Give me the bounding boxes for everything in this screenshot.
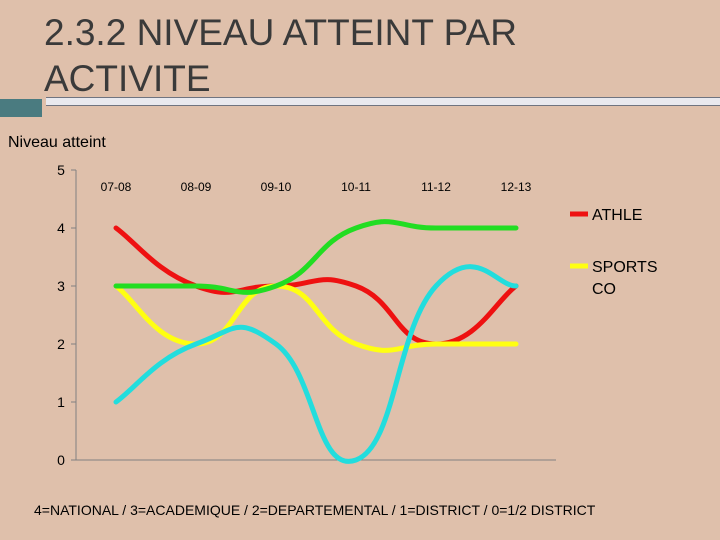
legend-label-sports-co: SPORTS [592, 259, 658, 276]
x-category-label: 08-09 [181, 180, 212, 194]
x-category-label: 09-10 [261, 180, 292, 194]
y-tick-label: 0 [57, 452, 65, 468]
chart-title: Niveau atteint [8, 134, 106, 151]
x-category-label: 12-13 [501, 180, 532, 194]
y-tick-label: 5 [57, 162, 65, 178]
x-category-label: 10-11 [341, 180, 371, 194]
series-line-3 [113, 219, 519, 295]
title-divider [46, 97, 720, 106]
title-accent-block [0, 99, 42, 117]
y-tick-label: 1 [57, 394, 65, 410]
series-line-4 [113, 264, 519, 464]
slide-title: 2.3.2 NIVEAU ATTEINT PAR ACTIVITE [44, 12, 517, 99]
x-category-label: 11-12 [421, 180, 451, 194]
x-category-label: 07-08 [101, 180, 132, 194]
y-tick-label: 3 [57, 278, 65, 294]
legend-label-sports-co: CO [592, 281, 616, 298]
level-legend-note: 4=NATIONAL / 3=ACADEMIQUE / 2=DEPARTEMEN… [34, 502, 596, 518]
series-line-2 [113, 283, 519, 353]
y-tick-label: 4 [57, 220, 65, 236]
y-tick-label: 2 [57, 336, 65, 352]
legend-label-athle: ATHLE [592, 207, 642, 224]
